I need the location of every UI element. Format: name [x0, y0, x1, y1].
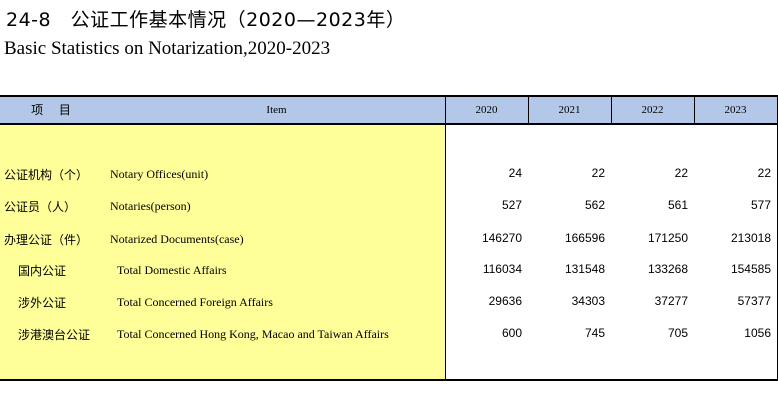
value-2021: 22: [591, 166, 605, 180]
table-bottom-rule: [0, 379, 778, 381]
column-divider: [611, 95, 612, 125]
row-label-english: Total Domestic Affairs: [117, 263, 227, 277]
statistics-table: 项 目 Item 2020 2021 2022 2023 公证机构（个） Not…: [0, 95, 778, 382]
value-2022: 22: [674, 166, 688, 180]
value-2021: 745: [584, 326, 605, 340]
value-2023: 213018: [730, 231, 771, 245]
row-label-chinese: 公证员（人）: [4, 200, 77, 214]
table-row: 涉外公证 Total Concerned Foreign Affairs 296…: [0, 294, 778, 314]
value-2020: 24: [508, 166, 522, 180]
header-year-2020: 2020: [475, 104, 498, 116]
value-2022: 171250: [647, 231, 688, 245]
row-label-english: Notary Offices(unit): [110, 167, 209, 181]
value-2020: 29636: [488, 294, 522, 308]
value-2023: 57377: [737, 294, 771, 308]
value-2021: 562: [584, 198, 605, 212]
row-label-chinese: 涉外公证: [18, 296, 67, 310]
value-2021: 166596: [564, 231, 605, 245]
header-year-2022: 2022: [641, 104, 664, 116]
value-2023: 22: [757, 166, 771, 180]
table-row: 公证员（人） Notaries(person) 527 562 561 577: [0, 198, 778, 218]
value-2020: 527: [501, 198, 522, 212]
row-label-chinese: 公证机构（个）: [4, 168, 89, 182]
row-label-english: Total Concerned Hong Kong, Macao and Tai…: [117, 327, 389, 341]
table-title-english: Basic Statistics on Notarization,2020-20…: [4, 38, 331, 59]
table-row: 办理公证（件） Notarized Documents(case) 146270…: [0, 231, 778, 251]
row-label-english: Total Concerned Foreign Affairs: [117, 295, 273, 309]
label-column-background: [0, 125, 445, 380]
value-2020: 146270: [481, 231, 522, 245]
header-item-chinese: 项 目: [31, 103, 77, 117]
row-label-english: Notaries(person): [110, 199, 191, 213]
column-divider: [445, 95, 446, 381]
table-title-chinese: 24-8 公证工作基本情况（2020—2023年）: [6, 9, 406, 31]
value-2020: 116034: [482, 262, 522, 276]
table-row: 涉港澳台公证 Total Concerned Hong Kong, Macao …: [0, 326, 778, 346]
table-header: [0, 95, 778, 125]
value-2022: 561: [667, 198, 688, 212]
row-label-chinese: 国内公证: [18, 264, 67, 278]
value-2023: 577: [750, 198, 771, 212]
value-2021: 34303: [571, 294, 605, 308]
row-label-chinese: 涉港澳台公证: [18, 328, 91, 342]
value-2023: 154585: [730, 262, 771, 276]
column-divider: [528, 95, 529, 125]
table-row: 公证机构（个） Notary Offices(unit) 24 22 22 22: [0, 166, 778, 186]
table-row: 国内公证 Total Domestic Affairs 116034 13154…: [0, 262, 778, 282]
header-year-2021: 2021: [558, 104, 581, 116]
value-2022: 705: [667, 326, 688, 340]
row-label-chinese: 办理公证（件）: [4, 233, 89, 247]
value-2022: 37277: [654, 294, 688, 308]
column-divider: [694, 95, 695, 125]
row-label-english: Notarized Documents(case): [110, 232, 244, 246]
value-2023: 1056: [744, 326, 771, 340]
value-2021: 131548: [564, 262, 605, 276]
header-year-2023: 2023: [724, 104, 747, 116]
value-2020: 600: [501, 326, 522, 340]
value-2022: 133268: [647, 262, 688, 276]
header-item-english: Item: [266, 104, 287, 116]
